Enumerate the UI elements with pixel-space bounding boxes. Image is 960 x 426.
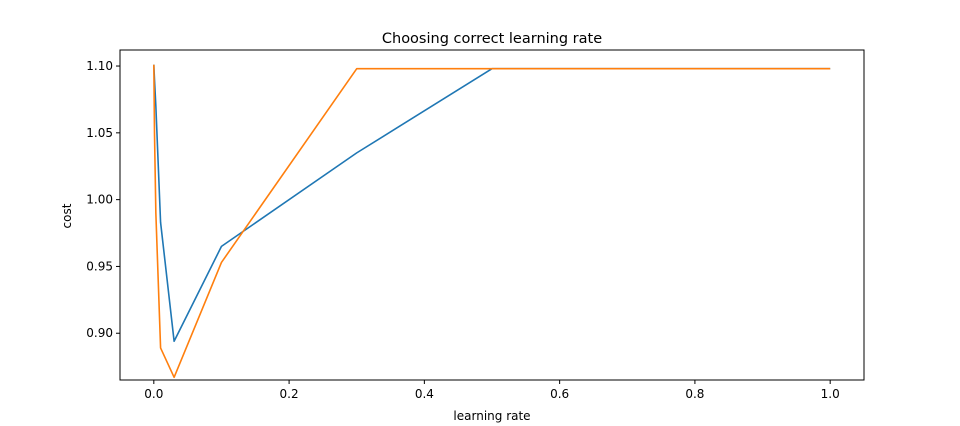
y-tick-label: 1.00 [86, 193, 113, 207]
x-tick-label: 0.4 [415, 387, 434, 401]
chart-title: Choosing correct learning rate [382, 31, 602, 47]
plot-frame [119, 49, 865, 381]
x-tick-label: 0.0 [144, 387, 163, 401]
series-line-1 [153, 64, 831, 343]
y-tick-label: 1.05 [86, 126, 113, 140]
y-axis-label: cost [60, 203, 74, 228]
axes-layer: 0.0 0.2 0.4 0.6 0.8 1.0 0.90 0.95 1.00 1.05 1.10 [86, 49, 865, 401]
x-tick-label: 1.0 [821, 387, 840, 401]
y-tick-label: 0.95 [86, 259, 113, 273]
y-tick-label: 1.10 [86, 59, 113, 73]
series-line-2 [153, 64, 831, 379]
x-tick-label: 0.2 [280, 387, 299, 401]
x-tick-label: 0.8 [685, 387, 704, 401]
series-layer [153, 64, 831, 379]
x-axis-label: learning rate [453, 409, 530, 423]
x-tick-label: 0.6 [550, 387, 569, 401]
y-tick-label: 0.90 [86, 326, 113, 340]
